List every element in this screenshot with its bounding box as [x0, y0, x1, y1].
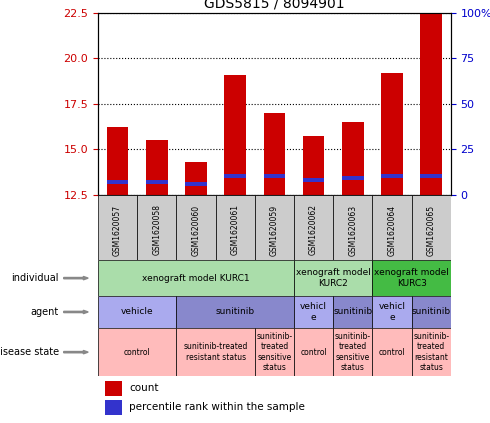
Bar: [294, 195, 333, 260]
Text: GSM1620058: GSM1620058: [152, 204, 161, 255]
Bar: [264, 174, 285, 179]
Text: individual: individual: [11, 273, 59, 283]
Bar: [107, 180, 128, 184]
Bar: [303, 136, 324, 195]
Text: vehicle: vehicle: [121, 308, 153, 316]
Bar: [255, 328, 294, 376]
Bar: [372, 195, 412, 260]
Bar: [412, 195, 451, 260]
Text: xenograft model
KURC2: xenograft model KURC2: [296, 269, 370, 288]
Bar: [146, 140, 168, 195]
Text: GSM1620061: GSM1620061: [231, 204, 240, 255]
Title: GDS5815 / 8094901: GDS5815 / 8094901: [204, 0, 344, 10]
Bar: [333, 296, 372, 328]
Text: GSM1620064: GSM1620064: [388, 204, 396, 255]
Bar: [146, 180, 168, 184]
Bar: [216, 195, 255, 260]
Bar: [105, 381, 122, 396]
Bar: [98, 260, 294, 296]
Bar: [264, 113, 285, 195]
Text: xenograft model KURC1: xenograft model KURC1: [142, 274, 250, 283]
Bar: [372, 296, 412, 328]
Text: count: count: [129, 383, 159, 393]
Bar: [224, 174, 246, 179]
Bar: [294, 260, 372, 296]
Bar: [137, 195, 176, 260]
Text: sunitinib-
treated
sensitive
status: sunitinib- treated sensitive status: [256, 332, 293, 372]
Text: control: control: [124, 348, 150, 357]
Bar: [294, 328, 333, 376]
Text: GSM1620065: GSM1620065: [427, 204, 436, 255]
Bar: [342, 122, 364, 195]
Bar: [255, 195, 294, 260]
Text: vehicl
e: vehicl e: [300, 302, 327, 321]
Text: GSM1620062: GSM1620062: [309, 204, 318, 255]
Bar: [372, 260, 451, 296]
Bar: [303, 178, 324, 182]
Bar: [98, 296, 176, 328]
Bar: [176, 328, 255, 376]
Bar: [420, 174, 442, 179]
Bar: [372, 328, 412, 376]
Text: sunitinib: sunitinib: [216, 308, 255, 316]
Text: control: control: [379, 348, 405, 357]
Text: sunitinib: sunitinib: [333, 308, 372, 316]
Bar: [342, 176, 364, 180]
Bar: [185, 162, 207, 195]
Bar: [224, 74, 246, 195]
Bar: [185, 181, 207, 186]
Bar: [381, 73, 403, 195]
Text: sunitinib-
treated
sensitive
status: sunitinib- treated sensitive status: [335, 332, 371, 372]
Text: xenograft model
KURC3: xenograft model KURC3: [374, 269, 449, 288]
Text: percentile rank within the sample: percentile rank within the sample: [129, 402, 305, 412]
Text: GSM1620063: GSM1620063: [348, 204, 357, 255]
Text: GSM1620060: GSM1620060: [192, 204, 200, 255]
Text: GSM1620059: GSM1620059: [270, 204, 279, 255]
Text: sunitinib-treated
resistant status: sunitinib-treated resistant status: [183, 343, 248, 362]
Text: GSM1620057: GSM1620057: [113, 204, 122, 255]
Text: sunitinib: sunitinib: [412, 308, 451, 316]
Bar: [412, 296, 451, 328]
Text: control: control: [300, 348, 327, 357]
Text: disease state: disease state: [0, 347, 59, 357]
Bar: [176, 195, 216, 260]
Bar: [412, 328, 451, 376]
Bar: [107, 127, 128, 195]
Text: sunitinib-
treated
resistant
status: sunitinib- treated resistant status: [413, 332, 449, 372]
Bar: [381, 174, 403, 179]
Bar: [294, 296, 333, 328]
Bar: [176, 296, 294, 328]
Text: vehicl
e: vehicl e: [378, 302, 406, 321]
Bar: [98, 328, 176, 376]
Bar: [105, 400, 122, 415]
Text: agent: agent: [30, 307, 59, 317]
Bar: [420, 13, 442, 195]
Bar: [98, 195, 137, 260]
Bar: [333, 195, 372, 260]
Bar: [333, 328, 372, 376]
